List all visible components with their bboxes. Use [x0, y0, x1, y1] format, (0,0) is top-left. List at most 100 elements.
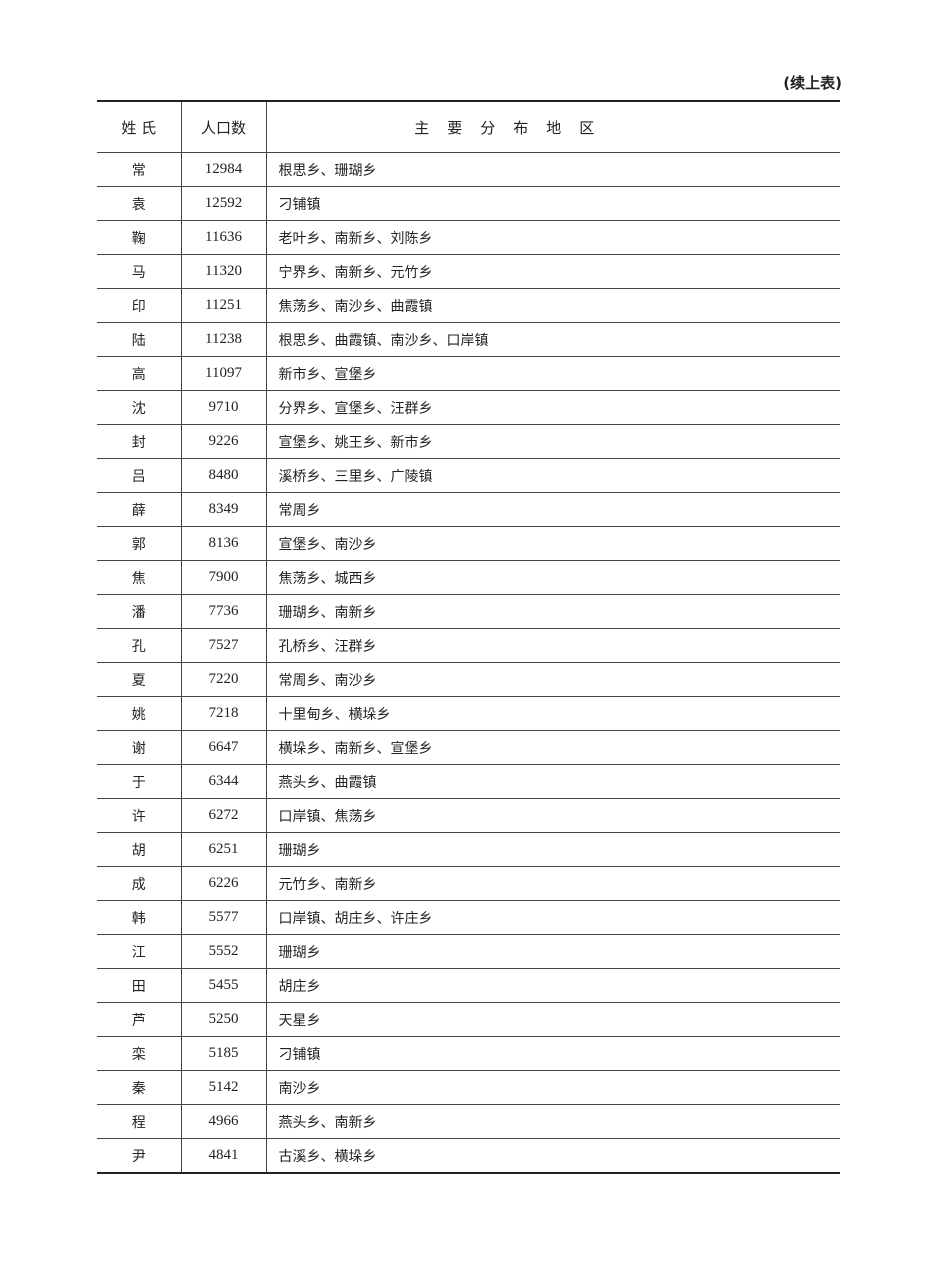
population-cell: 5142	[181, 1070, 267, 1105]
population-cell: 12592	[181, 186, 267, 221]
population-cell: 12984	[181, 152, 267, 187]
table-header-row: 姓 氏 人口数 主要分布地区	[97, 101, 840, 153]
table-row: 谢 6647 横垛乡、南新乡、宣堡乡	[97, 730, 840, 765]
distribution-cell: 燕头乡、南新乡	[266, 1104, 840, 1139]
table-row: 胡 6251 珊瑚乡	[97, 832, 840, 867]
population-cell: 9710	[181, 390, 267, 425]
surname-cell: 谢	[97, 730, 182, 765]
distribution-cell: 根思乡、珊瑚乡	[266, 152, 840, 187]
surname-cell: 鞠	[97, 220, 182, 255]
table-row: 许 6272 口岸镇、焦荡乡	[97, 798, 840, 833]
population-cell: 5577	[181, 900, 267, 935]
surname-cell: 袁	[97, 186, 182, 221]
population-cell: 8349	[181, 492, 267, 527]
distribution-cell: 新市乡、宣堡乡	[266, 356, 840, 391]
surname-cell: 秦	[97, 1070, 182, 1105]
header-surname: 姓 氏	[97, 101, 182, 153]
table-row: 郭 8136 宣堡乡、南沙乡	[97, 526, 840, 561]
population-cell: 7218	[181, 696, 267, 731]
table-row: 孔 7527 孔桥乡、汪群乡	[97, 628, 840, 663]
distribution-cell: 刁铺镇	[266, 186, 840, 221]
surname-cell: 尹	[97, 1138, 182, 1174]
surname-cell: 田	[97, 968, 182, 1003]
surname-cell: 郭	[97, 526, 182, 561]
surname-cell: 胡	[97, 832, 182, 867]
surname-cell: 焦	[97, 560, 182, 595]
surname-cell: 韩	[97, 900, 182, 935]
distribution-cell: 焦荡乡、城西乡	[266, 560, 840, 595]
surname-cell: 姚	[97, 696, 182, 731]
population-cell: 7527	[181, 628, 267, 663]
table-row: 成 6226 元竹乡、南新乡	[97, 866, 840, 901]
table-row: 芦 5250 天星乡	[97, 1002, 840, 1037]
table-row: 高 11097 新市乡、宣堡乡	[97, 356, 840, 391]
distribution-cell: 胡庄乡	[266, 968, 840, 1003]
surname-cell: 于	[97, 764, 182, 799]
distribution-cell: 口岸镇、胡庄乡、许庄乡	[266, 900, 840, 935]
population-cell: 4966	[181, 1104, 267, 1139]
population-cell: 9226	[181, 424, 267, 459]
distribution-cell: 横垛乡、南新乡、宣堡乡	[266, 730, 840, 765]
table-row: 田 5455 胡庄乡	[97, 968, 840, 1003]
surname-cell: 程	[97, 1104, 182, 1139]
population-cell: 6226	[181, 866, 267, 901]
table-row: 鞠 11636 老叶乡、南新乡、刘陈乡	[97, 220, 840, 255]
table-row: 秦 5142 南沙乡	[97, 1070, 840, 1105]
table-row: 程 4966 燕头乡、南新乡	[97, 1104, 840, 1139]
surname-cell: 印	[97, 288, 182, 323]
table-row: 沈 9710 分界乡、宣堡乡、汪群乡	[97, 390, 840, 425]
population-cell: 6272	[181, 798, 267, 833]
population-cell: 5250	[181, 1002, 267, 1037]
population-cell: 7900	[181, 560, 267, 595]
table-row: 马 11320 宁界乡、南新乡、元竹乡	[97, 254, 840, 289]
distribution-cell: 老叶乡、南新乡、刘陈乡	[266, 220, 840, 255]
distribution-cell: 根思乡、曲霞镇、南沙乡、口岸镇	[266, 322, 840, 357]
surname-cell: 马	[97, 254, 182, 289]
surname-cell: 高	[97, 356, 182, 391]
table-row: 常 12984 根思乡、珊瑚乡	[97, 152, 840, 187]
table-row: 印 11251 焦荡乡、南沙乡、曲霞镇	[97, 288, 840, 323]
distribution-cell: 分界乡、宣堡乡、汪群乡	[266, 390, 840, 425]
surname-cell: 许	[97, 798, 182, 833]
population-cell: 11238	[181, 322, 267, 357]
surname-cell: 沈	[97, 390, 182, 425]
table-row: 潘 7736 珊瑚乡、南新乡	[97, 594, 840, 629]
surname-cell: 吕	[97, 458, 182, 493]
population-cell: 8136	[181, 526, 267, 561]
distribution-cell: 宣堡乡、姚王乡、新市乡	[266, 424, 840, 459]
surname-cell: 封	[97, 424, 182, 459]
table-row: 栾 5185 刁铺镇	[97, 1036, 840, 1071]
table-row: 薛 8349 常周乡	[97, 492, 840, 527]
distribution-cell: 天星乡	[266, 1002, 840, 1037]
population-cell: 11636	[181, 220, 267, 255]
surname-cell: 孔	[97, 628, 182, 663]
surname-cell: 栾	[97, 1036, 182, 1071]
surname-cell: 薛	[97, 492, 182, 527]
population-cell: 6647	[181, 730, 267, 765]
population-cell: 11251	[181, 288, 267, 323]
surname-cell: 潘	[97, 594, 182, 629]
population-cell: 5185	[181, 1036, 267, 1071]
population-cell: 11097	[181, 356, 267, 391]
surname-table: 姓 氏 人口数 主要分布地区 常 12984 根思乡、珊瑚乡袁 12592 刁铺镇鞠 11…	[97, 100, 840, 1174]
header-distribution: 主要分布地区	[266, 101, 840, 153]
distribution-cell: 孔桥乡、汪群乡	[266, 628, 840, 663]
population-cell: 8480	[181, 458, 267, 493]
table-row: 陆 11238 根思乡、曲霞镇、南沙乡、口岸镇	[97, 322, 840, 357]
surname-cell: 夏	[97, 662, 182, 697]
table-row: 尹 4841 古溪乡、横垛乡	[97, 1138, 840, 1174]
distribution-cell: 珊瑚乡	[266, 832, 840, 867]
distribution-cell: 常周乡、南沙乡	[266, 662, 840, 697]
population-cell: 6251	[181, 832, 267, 867]
table-row: 焦 7900 焦荡乡、城西乡	[97, 560, 840, 595]
population-cell: 4841	[181, 1138, 267, 1174]
population-cell: 11320	[181, 254, 267, 289]
distribution-cell: 焦荡乡、南沙乡、曲霞镇	[266, 288, 840, 323]
table-row: 袁 12592 刁铺镇	[97, 186, 840, 221]
population-cell: 6344	[181, 764, 267, 799]
surname-cell: 成	[97, 866, 182, 901]
continued-label: (续上表)	[783, 74, 842, 92]
distribution-cell: 宁界乡、南新乡、元竹乡	[266, 254, 840, 289]
population-cell: 7736	[181, 594, 267, 629]
distribution-cell: 珊瑚乡、南新乡	[266, 594, 840, 629]
